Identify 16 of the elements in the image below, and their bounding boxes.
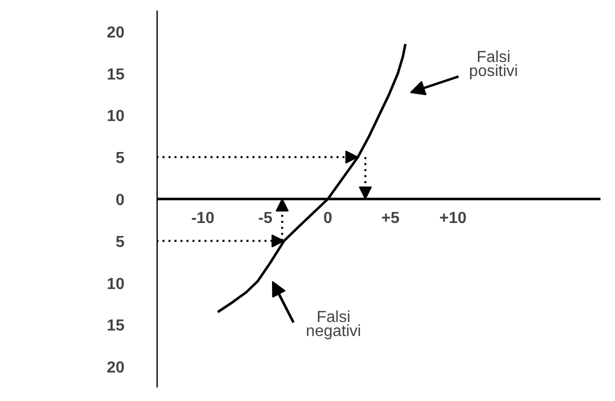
y-tick-label: 15 xyxy=(106,66,125,84)
x-tick-label: +5 xyxy=(381,210,400,227)
y-tick-label: 5 xyxy=(116,150,125,168)
x-tick-label: 0 xyxy=(323,210,332,227)
annotation: Falsi negativi xyxy=(306,309,362,340)
y-tick-label: 15 xyxy=(106,318,125,335)
y-tick-label: 0 xyxy=(116,192,125,209)
y-tick-label: 10 xyxy=(106,108,125,126)
x-tick-label: -10 xyxy=(191,210,214,227)
y-tick-label: 5 xyxy=(116,234,125,251)
y-tick-label: 10 xyxy=(106,276,125,293)
y-tick-label: 20 xyxy=(106,360,125,377)
x-tick-label: -5 xyxy=(258,210,273,227)
annotation: Falsi positivi xyxy=(469,49,518,80)
y-tick-label: 20 xyxy=(106,24,125,42)
x-tick-label: +10 xyxy=(439,210,467,227)
